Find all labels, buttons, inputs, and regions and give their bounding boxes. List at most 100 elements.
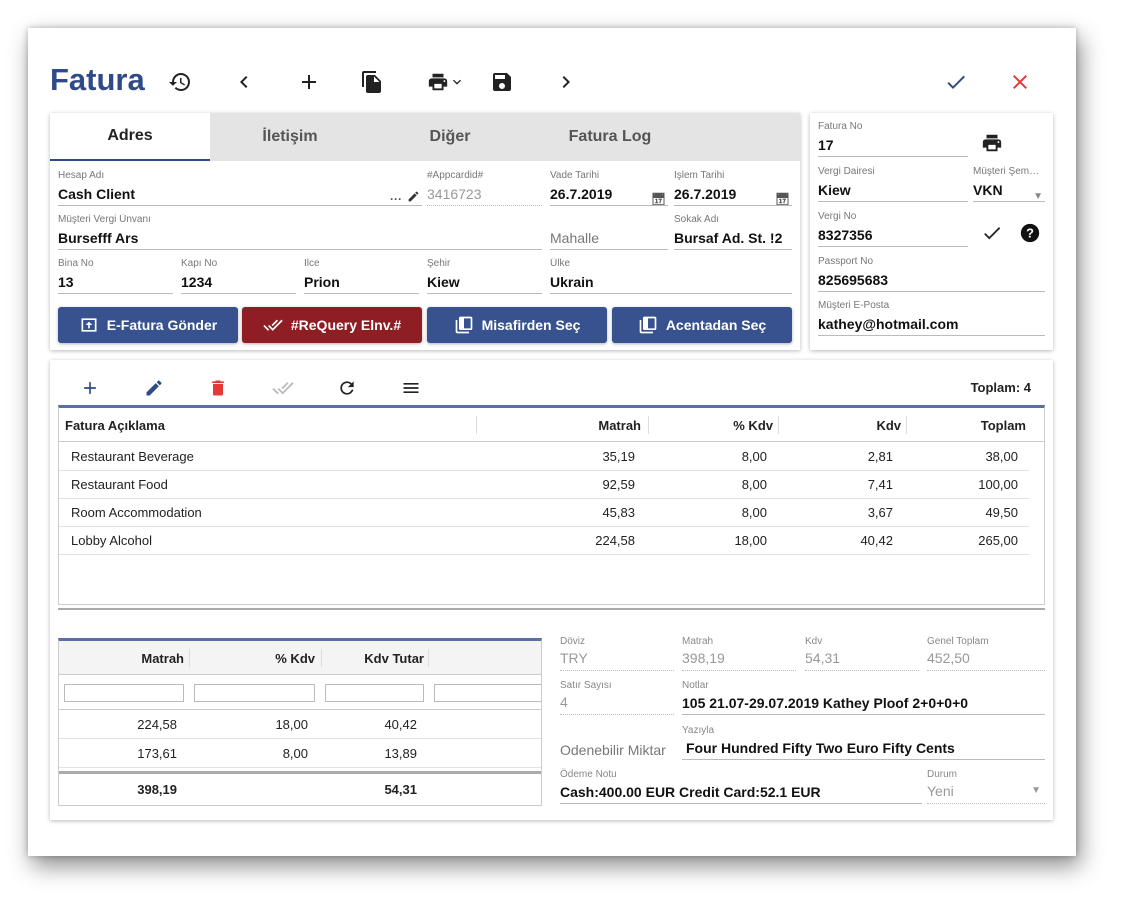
col-aciklama[interactable]: Fatura Açıklama bbox=[65, 418, 165, 433]
ulke-field[interactable]: Ülke Ukrain bbox=[550, 258, 792, 294]
islem-tarihi-text: 26.7.2019 bbox=[674, 186, 737, 202]
dropdown-arrow-icon[interactable]: ▼ bbox=[1031, 785, 1041, 796]
yaziyla-field[interactable]: Yazıyla Four Hundred Fifty Two Euro Fift… bbox=[682, 725, 1045, 760]
col-toplam[interactable]: Toplam bbox=[980, 418, 1026, 433]
menu-icon[interactable] bbox=[395, 372, 427, 404]
copy-icon[interactable] bbox=[356, 66, 388, 98]
sehir-field[interactable]: Şehir Kiew bbox=[427, 258, 542, 294]
vade-tarihi-field[interactable]: Vade Tarihi 26.7.2019 📅︎ bbox=[550, 170, 668, 206]
tab-fatura-log[interactable]: Fatura Log bbox=[568, 128, 652, 145]
add-icon[interactable] bbox=[293, 66, 325, 98]
row-kdv-oran: 8,00 bbox=[741, 505, 767, 520]
col-matrah[interactable]: Matrah bbox=[598, 418, 641, 433]
fatura-no-label: Fatura No bbox=[818, 121, 863, 132]
filter-kdv-tutar-input[interactable] bbox=[325, 684, 424, 702]
unvan-field[interactable]: Müşteri Vergi Ünvanı Bursefff Ars bbox=[58, 214, 542, 250]
durum-value[interactable]: Yeni ▼ bbox=[927, 780, 1045, 804]
table-row[interactable]: Lobby Alcohol 224,58 18,00 40,42 265,00 bbox=[59, 527, 1029, 555]
approve-line-icon[interactable] bbox=[267, 372, 299, 404]
refresh-icon[interactable] bbox=[331, 372, 363, 404]
row-kdv-oran: 18,00 bbox=[734, 533, 767, 548]
vade-tarihi-value[interactable]: 26.7.2019 📅︎ bbox=[550, 182, 668, 206]
fatura-no-field[interactable]: Fatura No 17 bbox=[818, 121, 968, 157]
add-line-icon[interactable] bbox=[74, 372, 106, 404]
tab-diger[interactable]: Diğer bbox=[429, 128, 471, 145]
hesap-adi-field[interactable]: Hesap Adı Cash Client ··· bbox=[58, 170, 422, 206]
musteri-sema-value[interactable]: VKN ▼ bbox=[973, 178, 1045, 202]
dropdown-arrow-icon[interactable]: ▼ bbox=[1033, 191, 1043, 202]
col-kdv-oran[interactable]: % Kdv bbox=[733, 418, 773, 433]
grid-header-row: Fatura Açıklama Matrah % Kdv Kdv Toplam bbox=[59, 408, 1044, 442]
appcardid-value: 3416723 bbox=[427, 182, 542, 206]
kdv-field: Kdv 54,31 bbox=[805, 636, 919, 671]
more-icon[interactable]: ··· bbox=[390, 192, 402, 206]
invoice-window: Fatura Adres İletişim Diğer Fatura Log bbox=[28, 28, 1076, 856]
musteri-sema-text: VKN bbox=[973, 182, 1003, 198]
ilce-field[interactable]: İlce Prion bbox=[304, 258, 419, 294]
mahalle-field[interactable]: Mahalle bbox=[550, 214, 668, 250]
notlar-field[interactable]: Notlar 105 21.07-29.07.2019 Kathey Ploof… bbox=[682, 680, 1045, 715]
calendar-icon[interactable]: 📅︎ bbox=[650, 192, 666, 206]
lines-card: Toplam: 4 Fatura Açıklama Matrah % Kdv K… bbox=[50, 360, 1053, 820]
close-icon[interactable] bbox=[1004, 66, 1036, 98]
hesap-adi-value[interactable]: Cash Client ··· bbox=[58, 182, 422, 206]
vergi-dairesi-field[interactable]: Vergi Dairesi Kiew bbox=[818, 166, 968, 202]
row-matrah: 92,59 bbox=[602, 477, 635, 492]
misafir-button[interactable]: Misafirden Seç bbox=[427, 307, 607, 343]
vergi-no-field[interactable]: Vergi No 8327356 bbox=[818, 211, 968, 247]
filter-extra-input[interactable] bbox=[434, 684, 541, 702]
acenta-button[interactable]: Acentadan Seç bbox=[612, 307, 792, 343]
islem-tarihi-field[interactable]: İşlem Tarihi 26.7.2019 📅︎ bbox=[674, 170, 792, 206]
sokak-field[interactable]: Sokak Adı Bursaf Ad. St. !2 bbox=[674, 214, 792, 250]
durum-label: Durum bbox=[927, 769, 958, 780]
history-icon[interactable] bbox=[164, 66, 196, 98]
kapi-value: 1234 bbox=[181, 270, 296, 294]
hesap-adi-text: Cash Client bbox=[58, 186, 136, 202]
table-row[interactable]: Restaurant Beverage 35,19 8,00 2,81 38,0… bbox=[59, 443, 1029, 471]
previous-icon[interactable] bbox=[228, 66, 260, 98]
bina-field[interactable]: Bina No 13 bbox=[58, 258, 173, 294]
bina-label: Bina No bbox=[58, 258, 94, 269]
confirm-icon[interactable] bbox=[940, 66, 972, 98]
calendar-icon[interactable]: 📅︎ bbox=[774, 192, 790, 206]
help-icon[interactable]: ? bbox=[1014, 217, 1046, 249]
islem-tarihi-label: İşlem Tarihi bbox=[674, 170, 725, 181]
print-icon[interactable] bbox=[976, 127, 1008, 159]
table-row[interactable]: 173,61 8,00 13,89 bbox=[59, 740, 541, 768]
row-toplam: 265,00 bbox=[978, 533, 1018, 548]
sum-col-kdv-oran[interactable]: % Kdv bbox=[275, 651, 315, 666]
passport-field[interactable]: Passport No 825695683 bbox=[818, 256, 1045, 292]
tab-iletisim[interactable]: İletişim bbox=[262, 128, 318, 145]
kdv-value: 54,31 bbox=[805, 647, 919, 671]
sum-col-kdv-tutar[interactable]: Kdv Tutar bbox=[364, 651, 424, 666]
table-row[interactable]: Room Accommodation 45,83 8,00 3,67 49,50 bbox=[59, 499, 1029, 527]
col-kdv[interactable]: Kdv bbox=[876, 418, 901, 433]
efatura-button[interactable]: E-Fatura Gönder bbox=[58, 307, 238, 343]
edit-line-icon[interactable] bbox=[138, 372, 170, 404]
print-menu-icon[interactable] bbox=[422, 66, 470, 98]
odeme-notu-field[interactable]: Ödeme Notu Cash:400.00 EUR Credit Card:5… bbox=[560, 769, 922, 804]
edit-icon[interactable] bbox=[407, 187, 420, 205]
sum-row-kdv-oran: 8,00 bbox=[282, 746, 308, 761]
musteri-sema-select[interactable]: Müşteri Şem… VKN ▼ bbox=[973, 166, 1045, 202]
filter-kdv-oran-input[interactable] bbox=[194, 684, 315, 702]
eposta-field[interactable]: Müşteri E-Posta kathey@hotmail.com bbox=[818, 300, 1045, 336]
sum-col-matrah[interactable]: Matrah bbox=[141, 651, 184, 666]
kapi-field[interactable]: Kapı No 1234 bbox=[181, 258, 296, 294]
islem-tarihi-value[interactable]: 26.7.2019 📅︎ bbox=[674, 182, 792, 206]
sokak-value: Bursaf Ad. St. !2 bbox=[674, 226, 792, 250]
misafir-label: Misafirden Seç bbox=[481, 317, 581, 333]
durum-select[interactable]: Durum Yeni ▼ bbox=[927, 769, 1045, 804]
next-icon[interactable] bbox=[550, 66, 582, 98]
filter-matrah-input[interactable] bbox=[64, 684, 184, 702]
mahalle-placeholder: Mahalle bbox=[550, 226, 668, 250]
delete-line-icon[interactable] bbox=[202, 372, 234, 404]
table-row[interactable]: 224,58 18,00 40,42 bbox=[59, 711, 541, 739]
requery-button[interactable]: #ReQuery Elnv.# bbox=[242, 307, 422, 343]
check-icon[interactable] bbox=[976, 217, 1008, 249]
appcardid-field[interactable]: #Appcardid# 3416723 bbox=[427, 170, 542, 206]
save-icon[interactable] bbox=[486, 66, 518, 98]
tab-adres[interactable]: Adres bbox=[50, 113, 210, 161]
vergi-dairesi-label: Vergi Dairesi bbox=[818, 166, 875, 177]
table-row[interactable]: Restaurant Food 92,59 8,00 7,41 100,00 bbox=[59, 471, 1029, 499]
